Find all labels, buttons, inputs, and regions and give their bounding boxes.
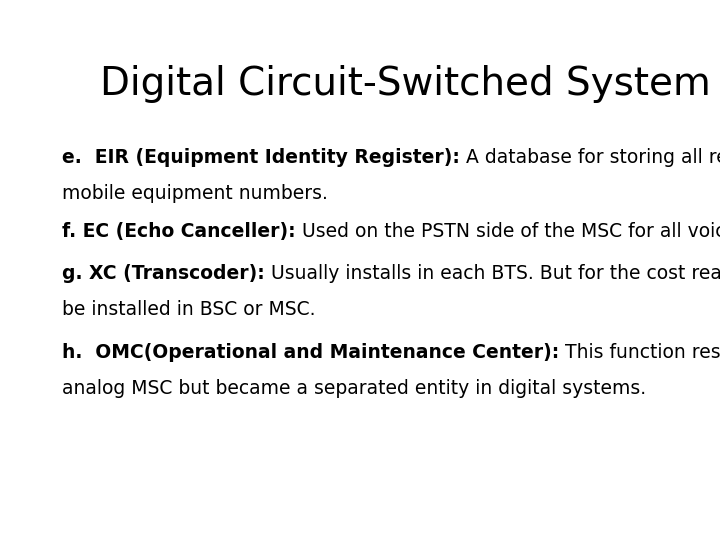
Text: mobile equipment numbers.: mobile equipment numbers. [62, 184, 328, 203]
Text: be installed in BSC or MSC.: be installed in BSC or MSC. [62, 300, 315, 319]
Text: f. EC (Echo Canceller):: f. EC (Echo Canceller): [62, 222, 296, 241]
Text: analog MSC but became a separated entity in digital systems.: analog MSC but became a separated entity… [62, 379, 646, 398]
Text: A database for storing all registered: A database for storing all registered [460, 148, 720, 167]
Text: Digital Circuit-Switched System: Digital Circuit-Switched System [100, 65, 711, 103]
Text: Used on the PSTN side of the MSC for all voice circuits.: Used on the PSTN side of the MSC for all… [296, 222, 720, 241]
Text: g. XC (Transcoder):: g. XC (Transcoder): [62, 264, 265, 283]
Text: Usually installs in each BTS. But for the cost reason, it can: Usually installs in each BTS. But for th… [265, 264, 720, 283]
Text: h.  OMC(Operational and Maintenance Center):: h. OMC(Operational and Maintenance Cente… [62, 343, 559, 362]
Text: This function resided in: This function resided in [559, 343, 720, 362]
Text: e.  EIR (Equipment Identity Register):: e. EIR (Equipment Identity Register): [62, 148, 460, 167]
